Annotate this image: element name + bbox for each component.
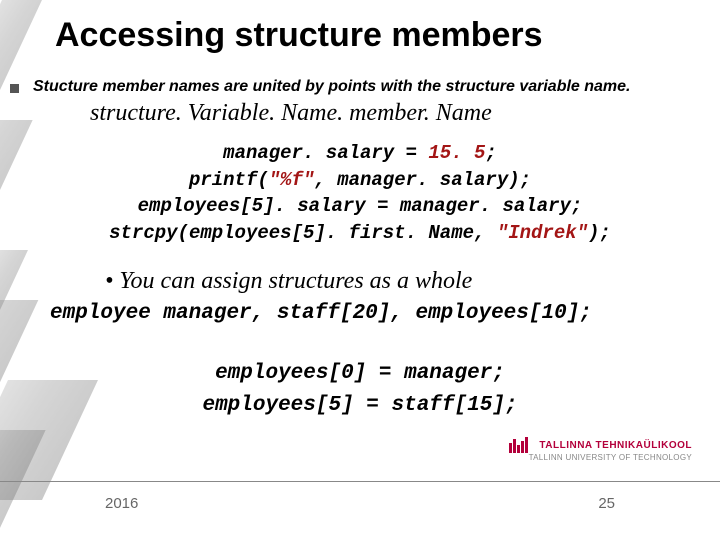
code-example-1: manager. salary = 15. 5; printf("%f", ma… <box>0 140 720 246</box>
code-text: ; <box>485 142 496 164</box>
decl-vars: manager, staff[20], employees[10]; <box>151 302 592 325</box>
code-text: strcpy(employees[5]. first. Name, <box>109 222 497 244</box>
slide-title: Accessing structure members <box>55 16 543 55</box>
declaration-line: employee manager, staff[20], employees[1… <box>50 302 592 325</box>
code-line: printf("%f", manager. salary); <box>0 167 720 194</box>
code-number: 15. 5 <box>428 142 485 164</box>
code-example-2: employees[0] = manager; employees[5] = s… <box>0 358 720 421</box>
main-bullet: Stucture member names are united by poin… <box>10 78 710 96</box>
footer-year: 2016 <box>105 495 138 512</box>
type-keyword: employee <box>50 302 151 325</box>
bullet-text: Stucture member names are united by poin… <box>33 78 631 96</box>
code-line: employees[0] = manager; <box>0 358 720 390</box>
code-string: "%f" <box>269 169 315 191</box>
code-line: manager. salary = 15. 5; <box>0 140 720 167</box>
bullet-square-icon <box>10 84 19 93</box>
code-text: ); <box>588 222 611 244</box>
sub-bullet: • You can assign structures as a whole <box>105 268 472 295</box>
logo-bars-icon <box>509 435 529 453</box>
code-text: manager. salary = <box>223 142 428 164</box>
footer-divider <box>0 481 720 482</box>
syntax-pattern: structure. Variable. Name. member. Name <box>90 100 492 127</box>
footer-page-number: 25 <box>598 495 615 512</box>
code-line: employees[5] = staff[15]; <box>0 390 720 422</box>
code-line: employees[5]. salary = manager. salary; <box>0 193 720 220</box>
logo-text-et: TALLINNA TEHNIKAÜLIKOOL <box>539 440 692 451</box>
code-text: printf( <box>189 169 269 191</box>
university-logo: TALLINNA TEHNIKAÜLIKOOL TALLINN UNIVERSI… <box>509 435 692 462</box>
code-text: , manager. salary); <box>314 169 531 191</box>
logo-text-en: TALLINN UNIVERSITY OF TECHNOLOGY <box>509 453 692 462</box>
code-line: strcpy(employees[5]. first. Name, "Indre… <box>0 220 720 247</box>
code-string: "Indrek" <box>497 222 588 244</box>
